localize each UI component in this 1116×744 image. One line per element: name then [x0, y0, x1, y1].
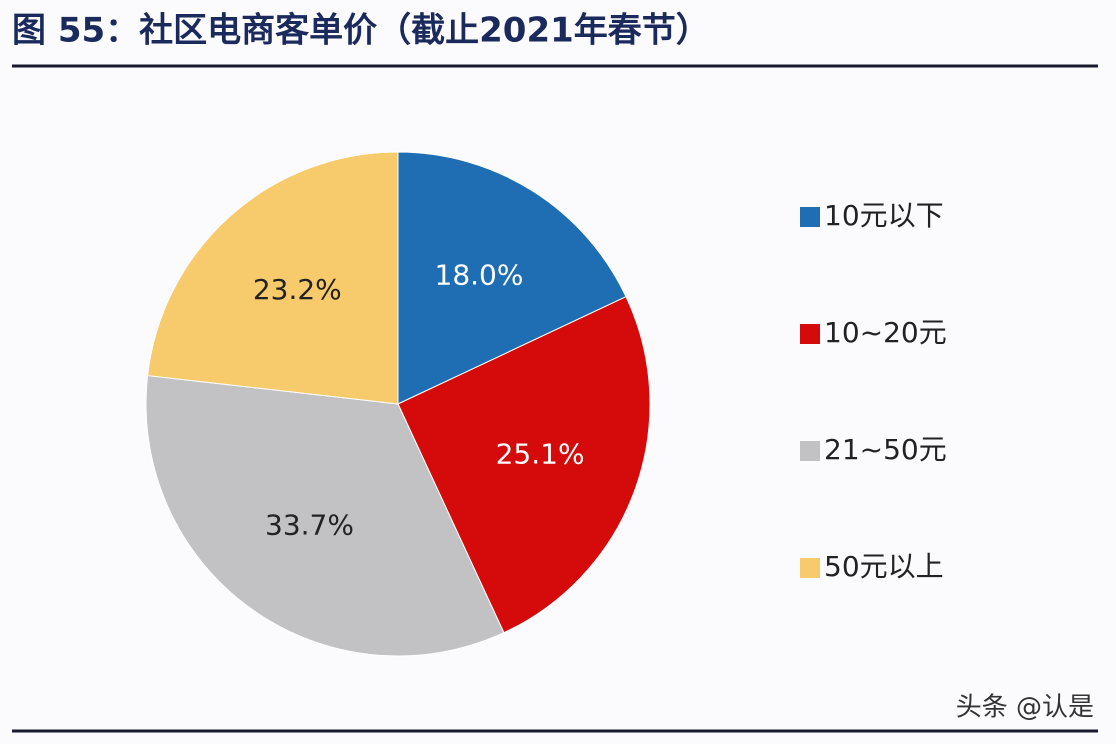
pie-slice: [147, 151, 399, 405]
legend-swatch: [800, 558, 820, 578]
legend-swatch: [800, 441, 820, 461]
pie-slice: [397, 151, 627, 405]
pie-slice: [145, 375, 505, 657]
legend-label: 21~50元: [824, 433, 947, 466]
data-label: 23.2%: [253, 273, 342, 306]
data-label: 18.0%: [435, 258, 524, 291]
chart-title: 图 55：社区电商客单价（截止2021年春节）: [12, 11, 710, 51]
legend-label: 10~20元: [824, 316, 947, 349]
data-label: 25.1%: [496, 438, 585, 471]
data-label: 33.7%: [265, 509, 354, 542]
legend-swatch: [800, 324, 820, 344]
legend-swatch: [800, 207, 820, 227]
pie-slice: [397, 296, 651, 634]
legend-label: 10元以下: [824, 199, 944, 232]
watermark: 头条 @认是: [956, 693, 1094, 723]
legend-label: 50元以上: [824, 550, 944, 583]
